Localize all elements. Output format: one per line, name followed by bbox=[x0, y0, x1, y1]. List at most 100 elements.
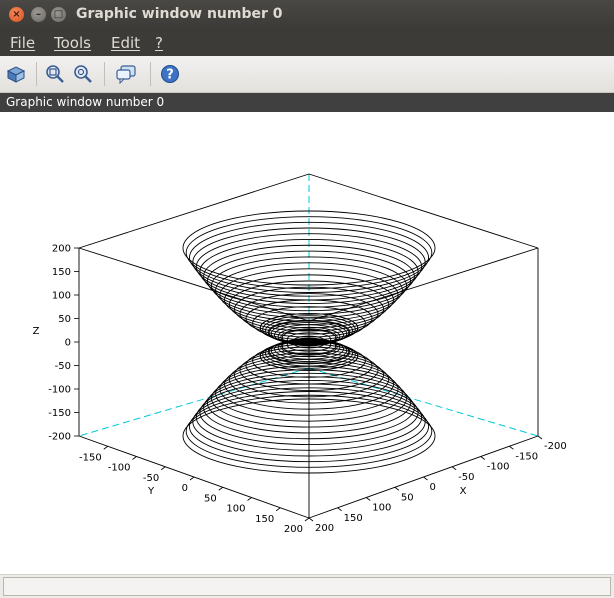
z-tick-label: -150 bbox=[48, 408, 71, 419]
y-tick-mark bbox=[218, 486, 223, 491]
y-tick-label: 200 bbox=[284, 524, 303, 535]
help-icon[interactable]: ? bbox=[159, 63, 181, 85]
minimize-window-button[interactable]: – bbox=[31, 7, 46, 22]
y-tick-mark bbox=[247, 497, 252, 501]
zoom-out-icon[interactable] bbox=[72, 63, 94, 85]
z-tick-label: -50 bbox=[55, 361, 71, 372]
x-tick-label: 100 bbox=[372, 503, 391, 514]
z-tick-label: 200 bbox=[52, 244, 71, 255]
3d-plot[interactable]: 200 150 100 50 0 -50 -100 -150 -200 -150 -100 -50 0 5… bbox=[0, 112, 614, 574]
level-curve bbox=[264, 317, 354, 344]
y-tick-label: 100 bbox=[226, 504, 245, 515]
x-tick-label: -200 bbox=[544, 441, 567, 452]
close-window-button[interactable]: × bbox=[9, 7, 24, 22]
menu-help[interactable]: ? bbox=[155, 34, 163, 52]
axis-ticks: 200 150 100 50 0 -50 -100 -150 -200 -150 -100 -50 0 5… bbox=[48, 244, 566, 536]
level-curves bbox=[182, 210, 436, 474]
level-curve bbox=[262, 340, 356, 369]
x-tick-mark bbox=[308, 517, 314, 522]
z-axis-label: Z bbox=[33, 326, 40, 337]
level-curve bbox=[192, 227, 426, 297]
level-curve bbox=[228, 355, 390, 404]
level-curve bbox=[185, 216, 433, 290]
y-tick-label: -100 bbox=[108, 463, 131, 474]
level-curve bbox=[203, 244, 415, 308]
rotate-icon[interactable] bbox=[5, 63, 27, 85]
level-curve bbox=[267, 319, 351, 345]
x-tick-label: 150 bbox=[344, 513, 363, 524]
z-tick-label: 150 bbox=[52, 267, 71, 278]
x-tick-mark bbox=[451, 466, 457, 471]
level-curve bbox=[189, 221, 429, 293]
x-tick-label: 50 bbox=[401, 492, 414, 503]
level-curve bbox=[210, 369, 408, 428]
menu-tools[interactable]: Tools bbox=[54, 34, 91, 52]
level-curve bbox=[182, 210, 436, 286]
level-curve bbox=[259, 313, 359, 343]
status-bar bbox=[0, 574, 614, 598]
level-curve bbox=[270, 338, 348, 363]
x-tick-mark bbox=[366, 497, 371, 501]
status-field bbox=[3, 577, 611, 596]
y-tick-mark bbox=[132, 456, 137, 460]
level-curve bbox=[245, 299, 373, 338]
level-curve bbox=[270, 321, 348, 346]
menu-bar: File Tools Edit ? bbox=[0, 30, 614, 56]
y-axis-label: Y bbox=[147, 486, 155, 497]
z-tick-label: -200 bbox=[48, 432, 71, 443]
y-tick-label: 150 bbox=[255, 514, 274, 525]
level-curve bbox=[264, 340, 354, 367]
level-curve bbox=[189, 391, 429, 463]
level-curve bbox=[192, 387, 426, 457]
z-tick-label: 50 bbox=[58, 314, 71, 325]
y-tick-mark bbox=[103, 445, 108, 450]
x-tick-mark bbox=[537, 435, 543, 440]
level-curve bbox=[199, 380, 419, 445]
plot-canvas[interactable]: 200 150 100 50 0 -50 -100 -150 -200 -150 -100 -50 0 5… bbox=[0, 112, 614, 574]
level-curve bbox=[234, 352, 384, 398]
level-curve bbox=[239, 293, 379, 335]
level-curve bbox=[206, 250, 412, 312]
toolbar: ? bbox=[0, 56, 614, 93]
x-tick-label: 200 bbox=[315, 523, 334, 534]
level-curve bbox=[185, 394, 433, 468]
window-title: Graphic window number 0 bbox=[76, 6, 283, 22]
level-curve bbox=[182, 398, 436, 474]
x-tick-mark bbox=[480, 456, 485, 460]
y-tick-label: 0 bbox=[182, 483, 188, 494]
level-curve bbox=[259, 341, 359, 371]
y-tick-label: -150 bbox=[79, 452, 102, 463]
level-curve bbox=[239, 349, 379, 391]
y-tick-mark bbox=[161, 466, 166, 471]
zoom-in-icon[interactable] bbox=[44, 63, 66, 85]
level-curve bbox=[210, 256, 408, 315]
level-curve bbox=[267, 339, 351, 365]
z-tick-label: -100 bbox=[48, 385, 71, 396]
title-bar: × – □ Graphic window number 0 bbox=[0, 0, 614, 30]
menu-file[interactable]: File bbox=[10, 34, 36, 52]
x-tick-mark bbox=[423, 476, 428, 481]
z-tick-label: 0 bbox=[65, 338, 71, 349]
svg-text:?: ? bbox=[166, 68, 174, 83]
maximize-window-button[interactable]: □ bbox=[51, 7, 66, 22]
x-tick-label: 0 bbox=[430, 482, 436, 493]
level-curve bbox=[262, 315, 356, 344]
x-tick-label: -100 bbox=[487, 462, 510, 473]
y-tick-label: 50 bbox=[204, 493, 217, 504]
level-curve bbox=[203, 376, 415, 440]
canvas-title: Graphic window number 0 bbox=[0, 93, 614, 112]
level-curve bbox=[234, 286, 384, 332]
level-curve bbox=[206, 372, 412, 434]
level-curve bbox=[245, 346, 373, 385]
level-curve bbox=[228, 280, 390, 329]
x-tick-label: -50 bbox=[458, 472, 474, 483]
menu-edit[interactable]: Edit bbox=[111, 34, 141, 52]
datatip-icon[interactable] bbox=[115, 63, 137, 85]
y-tick-mark bbox=[189, 476, 195, 481]
level-curve bbox=[199, 239, 419, 304]
x-tick-mark bbox=[337, 507, 342, 512]
hidden-box-edges bbox=[78, 174, 539, 437]
x-tick-mark bbox=[394, 486, 400, 491]
y-tick-label: -50 bbox=[143, 473, 159, 484]
y-tick-mark bbox=[276, 507, 281, 512]
